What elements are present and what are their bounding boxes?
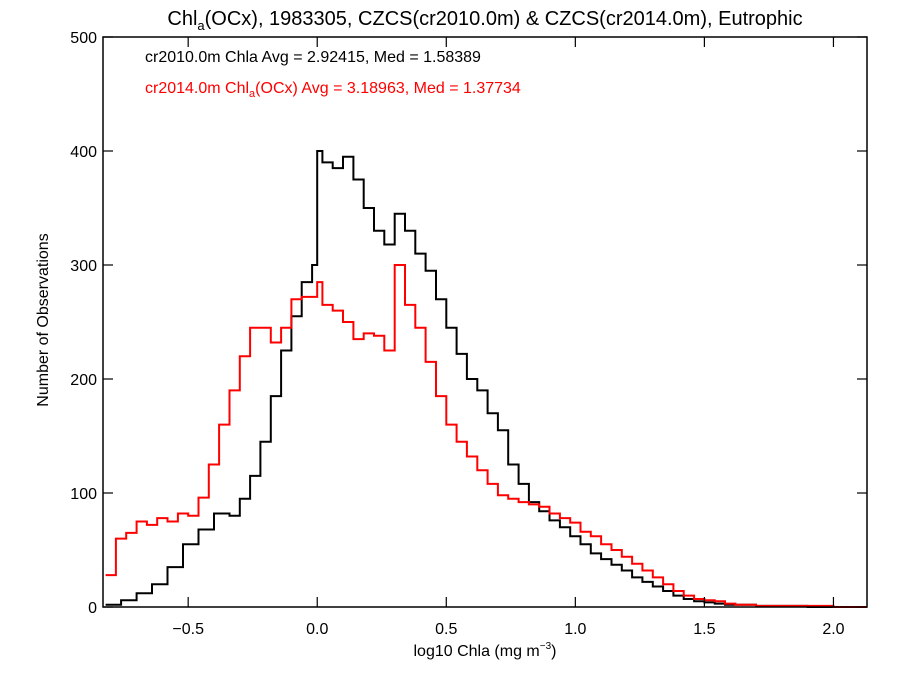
- plot-frame: [102, 36, 868, 608]
- chart-title-subscript: a: [197, 18, 205, 33]
- x-tick-label: 0.5: [435, 621, 457, 638]
- x-tick-label: −0.5: [172, 621, 204, 638]
- chart-title-prefix: Chl: [167, 8, 197, 30]
- y-tick-label: 100: [70, 486, 97, 503]
- series-2-line: [105, 264, 867, 608]
- series-2-annotation-subscript: a: [249, 88, 256, 100]
- x-tick-label: 2.0: [822, 621, 844, 638]
- x-tick-label: 1.0: [564, 621, 586, 638]
- x-axis-label-suffix: ): [551, 643, 556, 660]
- x-tick-label: 1.5: [693, 621, 715, 638]
- y-axis-label: Number of Observations: [35, 233, 52, 406]
- x-axis-label-prefix: log10 Chla (mg m: [413, 643, 539, 660]
- series-2-annotation-prefix: cr2014.0m Chl: [145, 80, 249, 97]
- chart-title: Chla(OCx), 1983305, CZCS(cr2010.0m) & CZ…: [167, 8, 802, 33]
- x-tick-label: 0.0: [306, 621, 328, 638]
- x-ticks: −0.5 0.0 0.5 1.0 1.5 2.0: [172, 37, 845, 638]
- x-axis-label-superscript: −3: [540, 641, 552, 652]
- series-2-annotation: cr2014.0m Chla(OCx) Avg = 3.18963, Med =…: [145, 80, 521, 100]
- y-tick-label: 300: [70, 258, 97, 275]
- series-1-annotation: cr2010.0m Chla Avg = 2.92415, Med = 1.58…: [145, 49, 481, 66]
- y-tick-label: 500: [70, 30, 97, 47]
- y-tick-label: 200: [70, 372, 97, 389]
- series-2-annotation-rest: (OCx) Avg = 3.18963, Med = 1.37734: [255, 80, 521, 97]
- x-axis-label: log10 Chla (mg m−3): [413, 641, 556, 660]
- y-tick-label: 400: [70, 144, 97, 161]
- chart-title-rest: (OCx), 1983305, CZCS(cr2010.0m) & CZCS(c…: [205, 8, 803, 30]
- series-1-line: [105, 150, 867, 608]
- y-ticks: 0 100 200 300 400 500: [70, 30, 867, 617]
- series-layer: [105, 150, 867, 608]
- y-tick-label: 0: [88, 600, 97, 617]
